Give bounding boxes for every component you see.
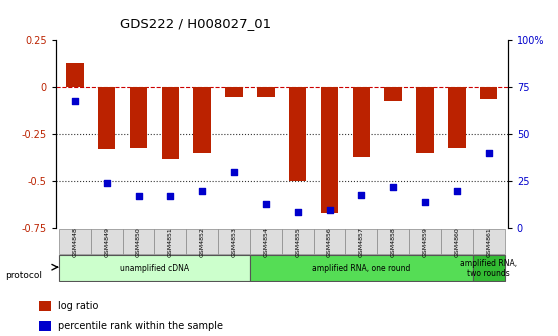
- Point: [357, 192, 366, 197]
- Point: [484, 151, 493, 156]
- Bar: [39, 301, 51, 311]
- Bar: [162, 87, 179, 159]
- Bar: [314, 229, 345, 254]
- Bar: [250, 255, 473, 281]
- Text: amplified RNA,
two rounds: amplified RNA, two rounds: [460, 259, 517, 278]
- Bar: [353, 87, 370, 157]
- Point: [70, 98, 79, 103]
- Point: [389, 184, 398, 190]
- Bar: [384, 87, 402, 100]
- Bar: [416, 87, 434, 153]
- Text: log ratio: log ratio: [58, 301, 98, 311]
- Bar: [59, 229, 91, 254]
- Bar: [257, 87, 275, 97]
- Text: GSM4861: GSM4861: [486, 227, 491, 256]
- Point: [102, 181, 111, 186]
- Point: [198, 188, 206, 194]
- Bar: [473, 255, 504, 281]
- Text: protocol: protocol: [6, 271, 42, 280]
- Bar: [130, 87, 147, 148]
- Bar: [91, 229, 123, 254]
- Bar: [480, 87, 497, 99]
- Bar: [186, 229, 218, 254]
- Text: GSM4854: GSM4854: [263, 227, 268, 257]
- Bar: [98, 87, 116, 150]
- Text: GSM4856: GSM4856: [327, 227, 332, 256]
- Text: unamplified cDNA: unamplified cDNA: [120, 264, 189, 273]
- Bar: [473, 229, 504, 254]
- Point: [325, 207, 334, 212]
- Text: GSM4858: GSM4858: [391, 227, 396, 256]
- Bar: [345, 229, 377, 254]
- Bar: [66, 63, 84, 87]
- Point: [229, 169, 238, 175]
- Text: GSM4857: GSM4857: [359, 227, 364, 257]
- Bar: [250, 229, 282, 254]
- Bar: [225, 87, 243, 97]
- Text: GSM4848: GSM4848: [73, 227, 78, 257]
- Text: GSM4853: GSM4853: [232, 227, 237, 257]
- Bar: [282, 229, 314, 254]
- Bar: [218, 229, 250, 254]
- Point: [453, 188, 461, 194]
- Text: percentile rank within the sample: percentile rank within the sample: [58, 321, 223, 331]
- Text: GSM4852: GSM4852: [200, 227, 205, 257]
- Bar: [39, 321, 51, 331]
- Bar: [448, 87, 465, 148]
- Text: GSM4859: GSM4859: [422, 227, 427, 257]
- Point: [294, 209, 302, 214]
- Text: GSM4855: GSM4855: [295, 227, 300, 256]
- Point: [261, 201, 270, 207]
- Bar: [441, 229, 473, 254]
- Text: GSM4850: GSM4850: [136, 227, 141, 256]
- Bar: [409, 229, 441, 254]
- Bar: [155, 229, 186, 254]
- Text: GDS222 / H008027_01: GDS222 / H008027_01: [120, 17, 271, 30]
- Bar: [194, 87, 211, 153]
- Bar: [289, 87, 306, 181]
- Bar: [377, 229, 409, 254]
- Bar: [321, 87, 338, 213]
- Point: [134, 194, 143, 199]
- Text: GSM4860: GSM4860: [454, 227, 459, 256]
- Bar: [123, 229, 155, 254]
- Bar: [59, 255, 250, 281]
- Point: [421, 200, 430, 205]
- Point: [166, 194, 175, 199]
- Text: amplified RNA, one round: amplified RNA, one round: [312, 264, 411, 273]
- Text: GSM4851: GSM4851: [168, 227, 173, 256]
- Text: GSM4849: GSM4849: [104, 227, 109, 257]
